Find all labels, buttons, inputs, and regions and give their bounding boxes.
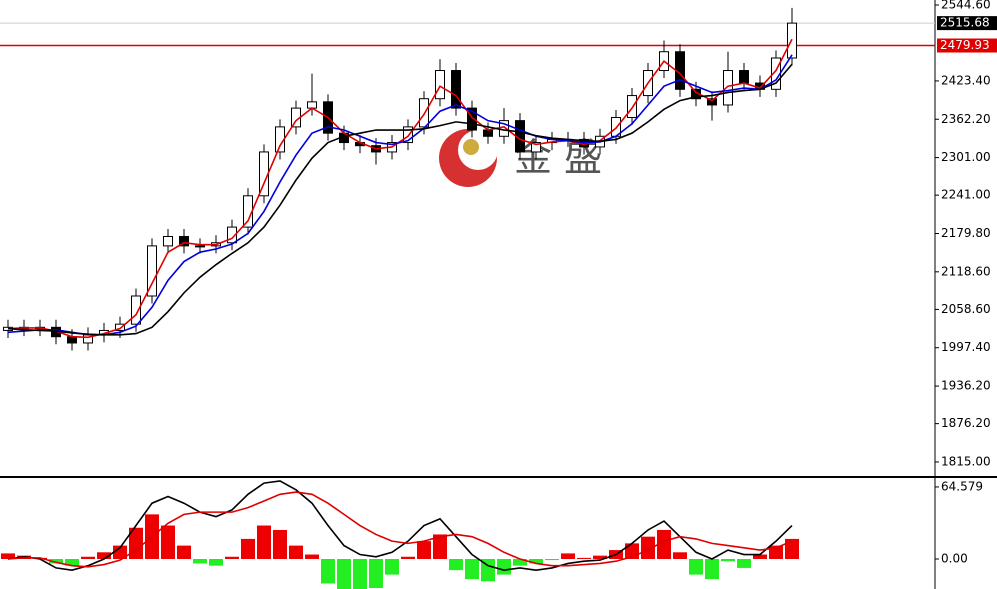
- macd-bar: [305, 554, 319, 559]
- macd-bar: [657, 529, 671, 559]
- candle-body: [467, 107, 477, 131]
- ma-line: [7, 480, 793, 571]
- candle-body: [627, 95, 637, 118]
- candle-body: [147, 245, 157, 297]
- macd-bar: [337, 558, 351, 589]
- macd-bar: [401, 556, 415, 559]
- macd-bar: [161, 525, 175, 559]
- y-tick-label: 1815.00: [941, 454, 991, 468]
- candle-body: [163, 235, 173, 247]
- macd-bar: [753, 554, 767, 559]
- ma-line: [7, 38, 793, 339]
- macd-bar: [785, 538, 799, 559]
- price-line-box: [937, 38, 997, 53]
- y-tick-label: 2241.00: [941, 188, 991, 202]
- macd-bar: [673, 552, 687, 559]
- y-tick-label: 2118.60: [941, 264, 991, 278]
- macd-bar: [561, 553, 575, 559]
- macd-bar: [209, 558, 223, 566]
- y-tick-label: 2058.60: [941, 302, 991, 316]
- y-tick-label: 64.579: [941, 479, 983, 493]
- y-tick-label: 1936.20: [941, 379, 991, 393]
- y-tick-label: 2423.40: [941, 73, 991, 87]
- y-tick-label: 2301.00: [941, 150, 991, 164]
- candle-body: [307, 101, 317, 109]
- macd-bar: [705, 558, 719, 580]
- macd-bar: [593, 555, 607, 559]
- macd-bar: [353, 558, 367, 589]
- macd-bar: [433, 534, 447, 559]
- macd-bar: [177, 545, 191, 559]
- candle-body: [179, 235, 189, 247]
- macd-bar: [369, 558, 383, 588]
- macd-bar: [129, 527, 143, 559]
- candle-body: [707, 98, 717, 106]
- current-price-label: 2515.68: [940, 16, 990, 30]
- candle-body: [723, 70, 733, 106]
- macd-bar: [577, 557, 591, 559]
- macd-bar: [385, 558, 399, 575]
- price-line-label: 2479.93: [940, 38, 990, 52]
- macd-bar: [321, 558, 335, 584]
- macd-bar: [529, 558, 543, 564]
- candle-body: [451, 70, 461, 109]
- candle-body: [67, 336, 77, 344]
- macd-bar: [641, 536, 655, 559]
- macd-bar: [273, 529, 287, 559]
- candle-body: [531, 142, 541, 153]
- y-tick-label: 2362.20: [941, 112, 991, 126]
- y-tick-label: 1876.20: [941, 416, 991, 430]
- macd-bar: [465, 558, 479, 580]
- macd-bar: [225, 556, 239, 559]
- macd-bar: [257, 525, 271, 559]
- candle-body: [195, 245, 205, 248]
- candle-body: [131, 295, 141, 325]
- macd-bar: [689, 558, 703, 575]
- y-tick-label: 0.00: [941, 551, 968, 565]
- macd-bar: [81, 556, 95, 559]
- y-tick-label: 2544.60: [941, 0, 991, 12]
- macd-bar: [113, 545, 127, 559]
- macd-bar: [1, 553, 15, 559]
- y-tick-label: 2179.80: [941, 226, 991, 240]
- macd-bar: [65, 558, 79, 566]
- macd-bar: [49, 558, 63, 564]
- macd-bar: [417, 541, 431, 559]
- macd-bar: [497, 558, 511, 575]
- candle-body: [483, 129, 493, 137]
- macd-bar: [513, 558, 527, 566]
- macd-bar: [289, 545, 303, 559]
- macd-bar: [449, 558, 463, 571]
- candle-body: [115, 323, 125, 331]
- candle-body: [227, 226, 237, 244]
- candle-body: [403, 126, 413, 144]
- macd-bar: [481, 558, 495, 582]
- macd-bar: [737, 558, 751, 568]
- macd-bar: [193, 558, 207, 564]
- current-price-box: [937, 16, 997, 31]
- macd-bar: [721, 558, 735, 562]
- macd-bar: [241, 538, 255, 559]
- macd-bar: [545, 558, 559, 561]
- macd-bar: [97, 552, 111, 559]
- ma-line: [7, 63, 793, 336]
- ma-line: [7, 54, 793, 336]
- ma-line: [7, 491, 793, 568]
- watermark-logo: [439, 129, 498, 187]
- y-tick-label: 1997.40: [941, 340, 991, 354]
- candle-body: [739, 70, 749, 84]
- candle-body: [435, 70, 445, 100]
